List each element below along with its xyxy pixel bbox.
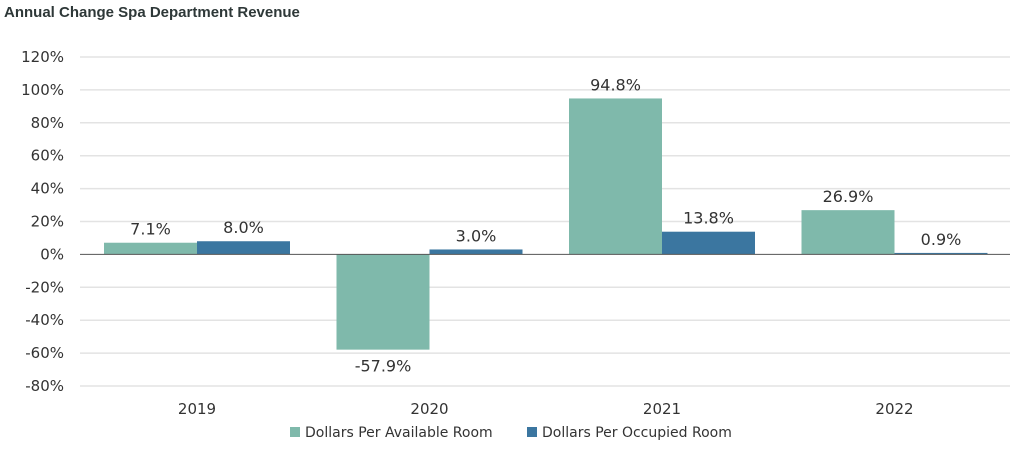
data-label: 8.0% xyxy=(223,218,264,237)
y-tick-label: 40% xyxy=(31,180,64,198)
x-tick-label: 2020 xyxy=(410,400,448,418)
legend-label: Dollars Per Available Room xyxy=(305,425,493,441)
bar-available-2022 xyxy=(801,210,895,255)
y-tick-label: -60% xyxy=(25,344,64,362)
data-label: 7.1% xyxy=(130,220,171,239)
y-tick-label: 120% xyxy=(21,48,64,66)
legend-label: Dollars Per Occupied Room xyxy=(542,425,732,441)
data-label: 0.9% xyxy=(921,230,962,249)
y-tick-label: 100% xyxy=(21,81,64,99)
chart-title: Annual Change Spa Department Revenue xyxy=(4,4,300,21)
legend-swatch xyxy=(290,427,300,437)
x-tick-label: 2019 xyxy=(178,400,216,418)
data-label: 13.8% xyxy=(683,209,734,228)
bar-occupied-2022 xyxy=(894,252,988,255)
bar-available-2021 xyxy=(569,98,662,255)
y-tick-label: 80% xyxy=(31,114,64,132)
x-tick-label: 2021 xyxy=(643,400,681,418)
bar-available-2019 xyxy=(104,242,197,255)
y-tick-label: -80% xyxy=(25,377,64,395)
data-label: 26.9% xyxy=(823,187,874,206)
bar-available-2020 xyxy=(336,254,430,350)
legend-swatch xyxy=(527,427,537,437)
y-tick-label: 0% xyxy=(40,245,64,263)
x-tick-label: 2022 xyxy=(875,400,913,418)
bar-occupied-2019 xyxy=(197,241,290,255)
bar-occupied-2021 xyxy=(662,231,755,255)
data-label: 94.8% xyxy=(590,75,641,94)
data-label: 3.0% xyxy=(456,226,497,245)
y-tick-label: -20% xyxy=(25,278,64,296)
y-tick-label: -40% xyxy=(25,311,64,329)
y-tick-label: 20% xyxy=(31,213,64,231)
y-tick-label: 60% xyxy=(31,147,64,165)
data-label: -57.9% xyxy=(355,357,412,376)
bar-occupied-2020 xyxy=(429,249,523,255)
